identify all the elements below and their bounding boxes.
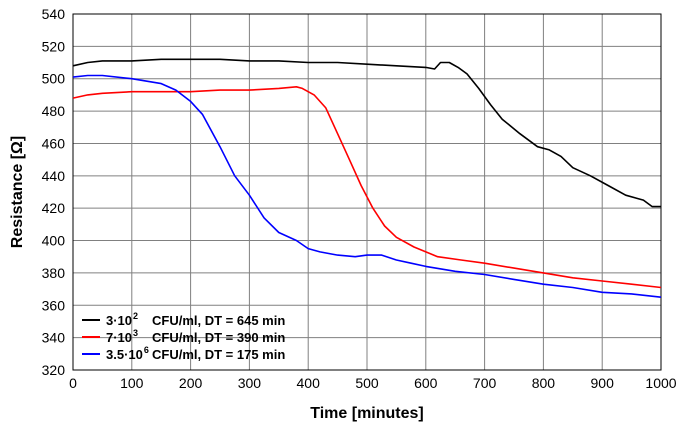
x-tick-label: 400 (297, 375, 321, 391)
y-tick-label: 460 (42, 135, 66, 151)
plot-area-frame (72, 13, 662, 371)
x-tick-label: 300 (238, 375, 262, 391)
y-tick-label: 340 (42, 330, 66, 346)
x-axis-title: Time [minutes] (310, 405, 424, 422)
y-tick-label: 320 (42, 362, 66, 378)
legend-label-text: CFU/ml, DT = 175 min (152, 347, 285, 362)
x-axis-tick-labels: 0 100 200 300 400 500 600 700 800 900 1000 (69, 375, 677, 391)
y-tick-label: 540 (42, 6, 66, 22)
y-axis-tick-labels: 320 340 360 380 400 420 440 460 480 500 520 540 (42, 6, 66, 378)
y-tick-label: 480 (42, 103, 66, 119)
series-lines (72, 58, 662, 298)
x-tick-label: 700 (473, 375, 497, 391)
legend-label-exponent: 2 (133, 311, 138, 321)
x-tick-label: 1000 (645, 375, 676, 391)
y-tick-label: 500 (42, 71, 66, 87)
y-tick-label: 440 (42, 168, 66, 184)
series-line-1 (72, 58, 661, 208)
y-tick-label: 520 (42, 38, 66, 54)
y-tick-label: 420 (42, 200, 66, 216)
y-tick-label: 400 (42, 233, 66, 249)
x-tick-label: 500 (355, 375, 379, 391)
x-tick-label: 100 (120, 375, 144, 391)
legend-label-base: 3·10 (106, 313, 132, 328)
y-tick-label: 380 (42, 265, 66, 281)
legend-label-text: CFU/ml, DT = 645 min (152, 313, 285, 328)
x-tick-label: 900 (591, 375, 615, 391)
x-tick-label: 600 (414, 375, 438, 391)
legend-label-base: 7·10 (106, 330, 132, 345)
series-line-2 (72, 86, 662, 289)
legend: 3·10 2 CFU/ml, DT = 645 min 7·10 3 CFU/ml, DT… (82, 311, 285, 362)
legend-label-base: 3.5·10 (106, 347, 143, 362)
x-tick-label: 200 (179, 375, 203, 391)
y-tick-label: 360 (42, 297, 66, 313)
legend-label-exponent: 3 (133, 328, 138, 338)
legend-label-exponent: 6 (144, 345, 149, 355)
series-line-3 (72, 74, 662, 298)
x-tick-label: 800 (532, 375, 556, 391)
y-axis-title: Resistance [Ω] (9, 136, 26, 248)
x-tick-label: 0 (69, 375, 77, 391)
legend-label-text: CFU/ml, DT = 390 min (152, 330, 285, 345)
